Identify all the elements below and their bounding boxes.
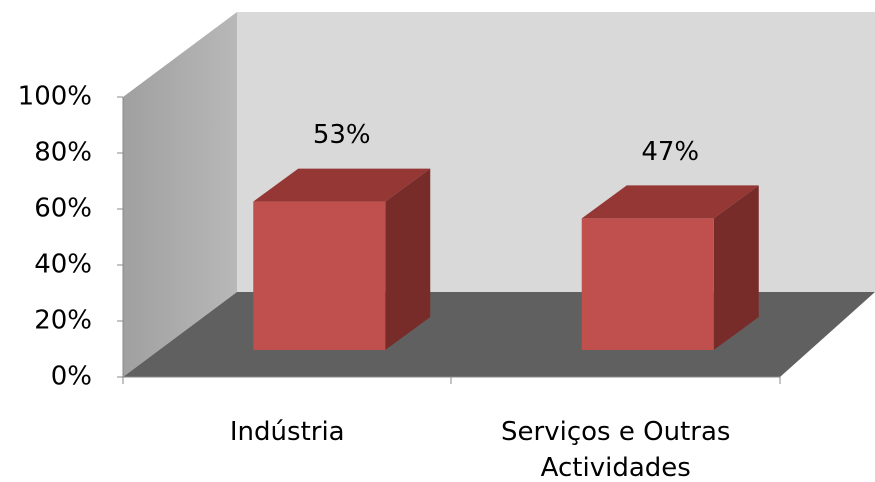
floor xyxy=(123,292,875,377)
bar-side xyxy=(385,168,431,350)
bar xyxy=(253,201,386,350)
y-tick-label: 100% xyxy=(18,82,92,112)
data-label: 47% xyxy=(641,137,699,167)
bar-side xyxy=(713,185,759,350)
bar-top xyxy=(253,168,431,202)
y-tick-label: 0% xyxy=(51,362,92,392)
x-tick-label: Indústria xyxy=(229,417,345,447)
side-wall xyxy=(123,12,237,377)
y-tick-label: 60% xyxy=(34,194,92,224)
y-tick-label: 40% xyxy=(34,250,92,280)
data-label: 53% xyxy=(313,120,371,150)
bar-top xyxy=(581,185,759,219)
y-tick-label: 80% xyxy=(34,138,92,168)
y-tick-label: 20% xyxy=(34,306,92,336)
bar xyxy=(581,218,714,350)
x-tick-label: Serviços e Outras Actividades xyxy=(501,417,731,482)
